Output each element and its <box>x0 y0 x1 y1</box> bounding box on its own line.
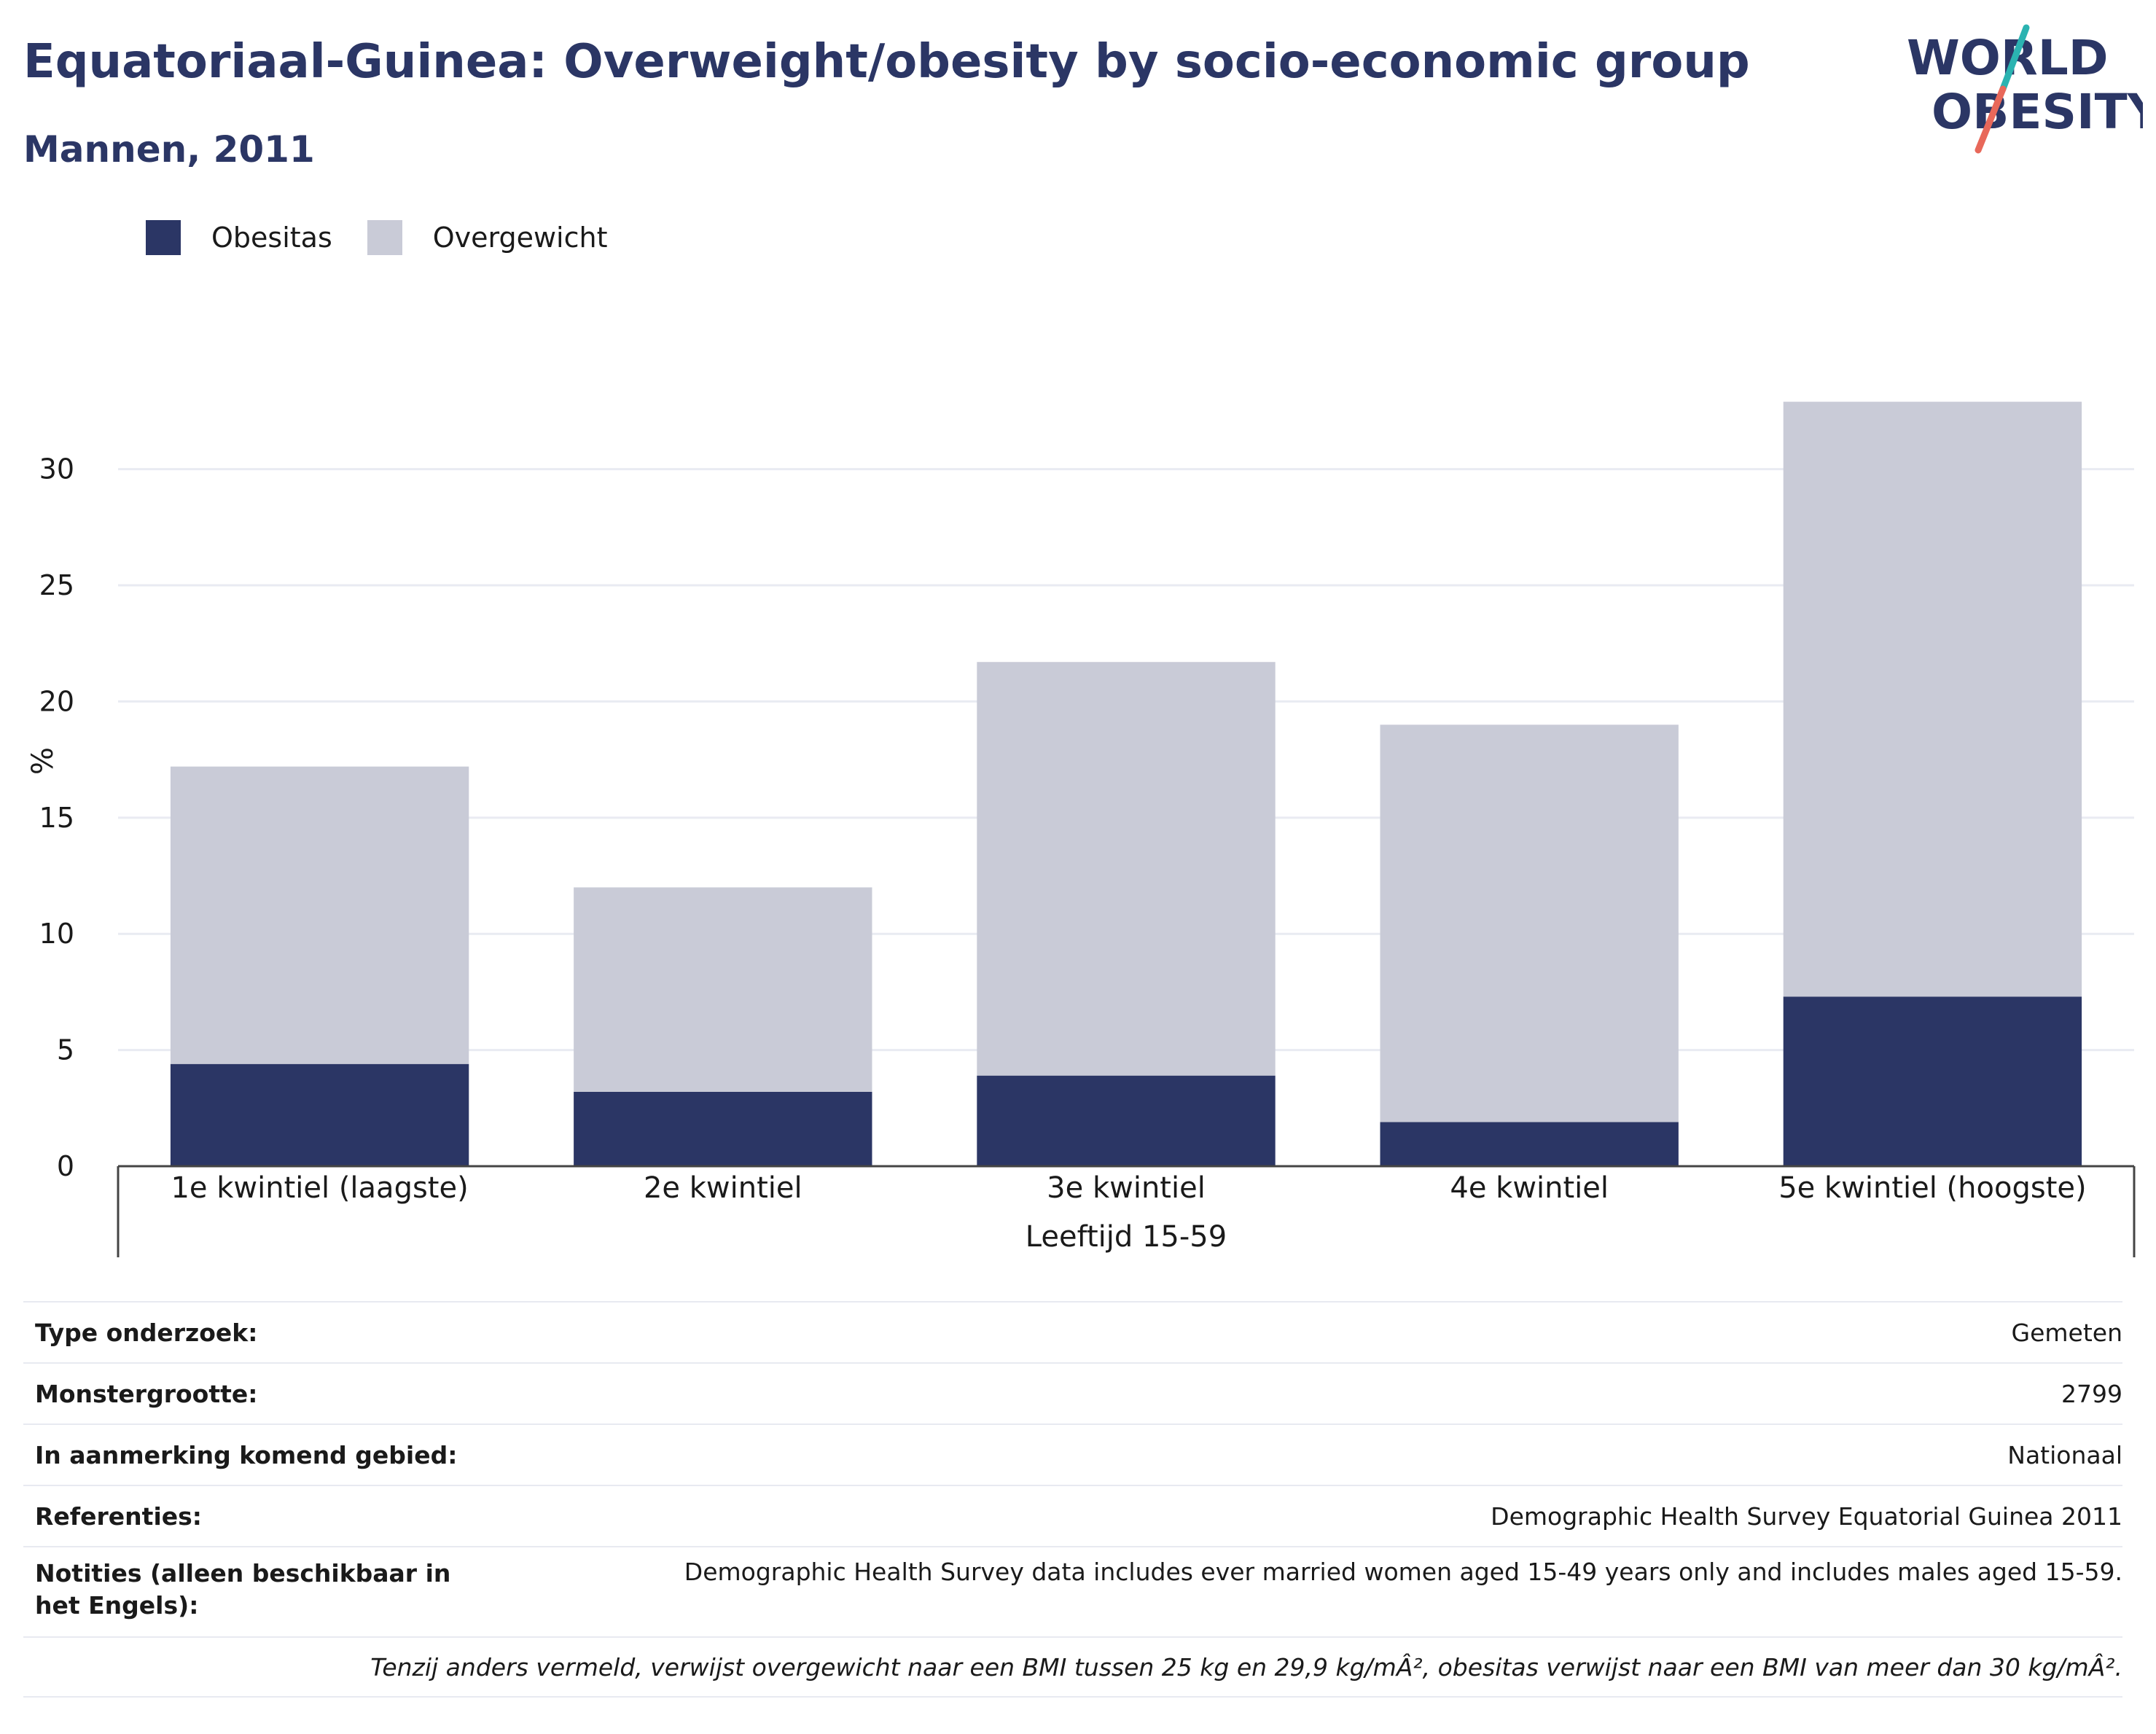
world-obesity-logo: WORLD OBESITY <box>1907 24 2143 154</box>
y-axis-label: % <box>26 747 60 775</box>
meta-row-sample-size: Monstergrootte: 2799 <box>23 1362 2122 1423</box>
legend: Obesitas Overgewicht <box>146 217 643 258</box>
y-tick-label: 20 <box>39 685 74 717</box>
bar-obesitas <box>170 1063 469 1166</box>
meta-value: Demographic Health Survey Equatorial Gui… <box>1491 1501 2122 1531</box>
meta-key: Notities (alleen beschikbaar in het Enge… <box>35 1559 451 1620</box>
survey-info-table: Type onderzoek: Gemeten Monstergrootte: … <box>23 1301 2122 1698</box>
legend-item-obesitas[interactable]: Obesitas <box>146 220 332 255</box>
meta-row-area: In aanmerking komend gebied: Nationaal <box>23 1423 2122 1485</box>
x-tick-label: 5e kwintiel (hoogste) <box>1778 1171 2086 1205</box>
bar-overgewicht <box>977 662 1276 1076</box>
bar-overgewicht <box>1380 725 1679 1122</box>
bar-overgewicht <box>1783 402 2082 997</box>
legend-label-overgewicht: Overgewicht <box>432 222 608 254</box>
bar-obesitas <box>1380 1122 1679 1166</box>
meta-value: Demographic Health Survey data includes … <box>684 1558 2122 1586</box>
meta-key: In aanmerking komend gebied: <box>35 1440 458 1469</box>
bar-obesitas <box>574 1091 872 1166</box>
y-tick-label: 10 <box>39 918 74 950</box>
meta-key: Referenties: <box>35 1501 202 1531</box>
legend-item-overgewicht[interactable]: Overgewicht <box>367 220 608 255</box>
meta-value: 2799 <box>2061 1379 2122 1408</box>
meta-key: Monstergrootte: <box>35 1379 258 1408</box>
logo-slash-bottom <box>1975 85 2007 154</box>
footnote: Tenzij anders vermeld, verwijst overgewi… <box>370 1652 2122 1682</box>
x-axis-group-label: Leeftijd 15-59 <box>1026 1220 1227 1254</box>
y-tick-label: 25 <box>39 569 74 601</box>
meta-key: Type onderzoek: <box>35 1318 258 1347</box>
chart-subtitle: Mannen, 2011 <box>23 128 315 171</box>
meta-row-type: Type onderzoek: Gemeten <box>23 1301 2122 1362</box>
x-tick-label: 3e kwintiel <box>1047 1171 1206 1205</box>
bar-chart: 0 5 10 15 20 25 30% 1e kwintiel (laagste) 2e kwi… <box>26 402 2136 1257</box>
y-tick-label: 15 <box>39 802 74 834</box>
meta-value: Gemeten <box>2011 1318 2122 1347</box>
x-tick-label: 1e kwintiel (laagste) <box>171 1171 468 1205</box>
bar-obesitas <box>1783 996 2082 1166</box>
meta-value: Nationaal <box>2007 1440 2122 1469</box>
bar-overgewicht <box>574 887 872 1092</box>
legend-swatch-obesitas <box>146 220 181 255</box>
y-tick-label: 5 <box>57 1034 74 1066</box>
meta-row-notes: Notities (alleen beschikbaar in het Enge… <box>23 1546 2122 1636</box>
logo-text-obesity: OBESITY <box>1932 84 2143 140</box>
x-tick-label: 2e kwintiel <box>644 1171 802 1205</box>
x-tick-label: 4e kwintiel <box>1450 1171 1609 1205</box>
legend-label-obesitas: Obesitas <box>211 222 332 254</box>
meta-row-references: Referenties: Demographic Health Survey E… <box>23 1485 2122 1546</box>
y-tick-label: 0 <box>57 1150 74 1182</box>
bar-overgewicht <box>170 766 469 1064</box>
y-tick-label: 30 <box>39 453 74 485</box>
logo-slash-top <box>1999 24 2030 93</box>
footnote-row: Tenzij anders vermeld, verwijst overgewi… <box>23 1636 2122 1698</box>
chart-title: Equatoriaal-Guinea: Overweight/obesity b… <box>23 35 1750 89</box>
legend-swatch-overgewicht <box>367 220 402 255</box>
bar-obesitas <box>977 1075 1276 1166</box>
